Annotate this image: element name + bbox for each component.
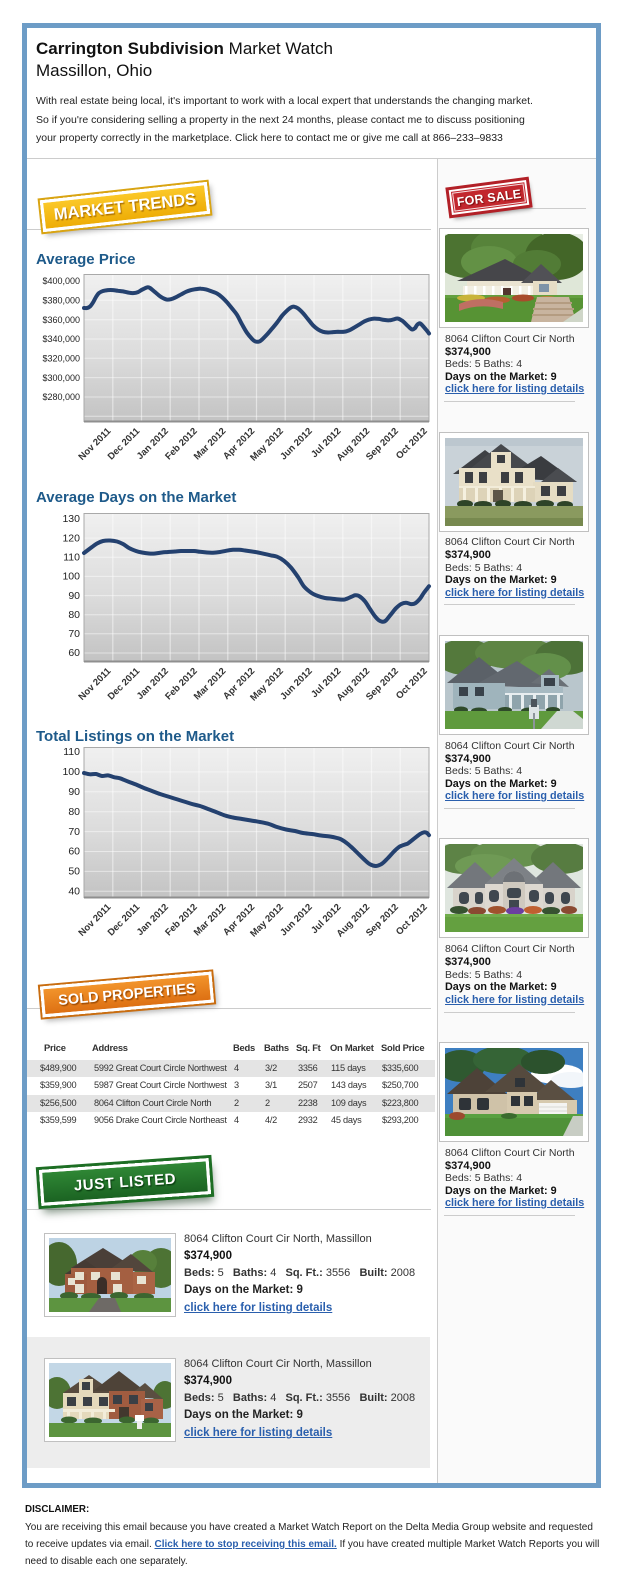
svg-text:130: 130 — [62, 513, 80, 525]
svg-text:Oct 2012: Oct 2012 — [394, 666, 430, 702]
svg-text:$320,000: $320,000 — [42, 354, 80, 364]
svg-text:90: 90 — [68, 786, 80, 798]
svg-text:Oct 2012: Oct 2012 — [394, 426, 430, 462]
svg-text:$340,000: $340,000 — [42, 334, 80, 344]
svg-text:80: 80 — [68, 609, 80, 621]
svg-text:$400,000: $400,000 — [42, 276, 80, 286]
svg-text:$280,000: $280,000 — [42, 392, 80, 402]
svg-text:40: 40 — [68, 886, 80, 898]
svg-text:70: 70 — [68, 826, 80, 838]
svg-text:120: 120 — [62, 532, 80, 544]
svg-text:Oct 2012: Oct 2012 — [394, 902, 430, 938]
svg-text:$380,000: $380,000 — [42, 296, 80, 306]
svg-text:110: 110 — [63, 552, 80, 564]
svg-text:80: 80 — [68, 806, 80, 818]
svg-text:Jun 2012: Jun 2012 — [278, 426, 315, 463]
svg-text:90: 90 — [68, 590, 80, 602]
svg-text:110: 110 — [63, 746, 80, 758]
svg-text:60: 60 — [68, 647, 80, 659]
svg-text:$300,000: $300,000 — [42, 373, 80, 383]
svg-text:70: 70 — [68, 628, 80, 640]
svg-text:Jun 2012: Jun 2012 — [278, 902, 315, 939]
svg-text:100: 100 — [62, 571, 80, 583]
svg-text:50: 50 — [68, 866, 80, 878]
svg-text:100: 100 — [62, 766, 80, 778]
svg-text:60: 60 — [68, 846, 80, 858]
svg-text:Jun 2012: Jun 2012 — [278, 666, 315, 703]
svg-text:$360,000: $360,000 — [42, 315, 80, 325]
